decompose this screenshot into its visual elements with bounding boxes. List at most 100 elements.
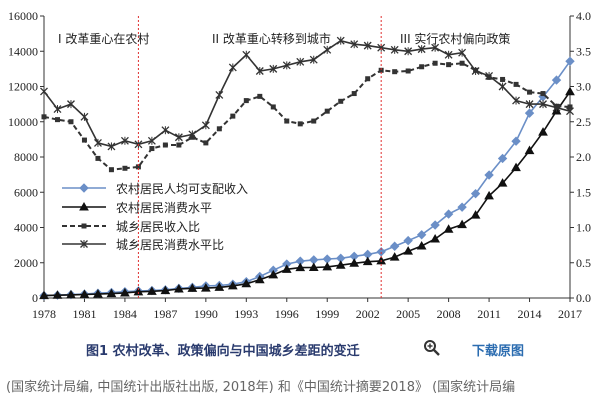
series-line xyxy=(43,60,571,297)
square-marker xyxy=(446,62,452,68)
y-left-tick-label: 8000 xyxy=(14,150,38,164)
square-marker xyxy=(365,76,371,82)
diamond-marker xyxy=(484,170,494,180)
diamond-marker xyxy=(470,188,481,199)
triangle-marker xyxy=(187,283,198,292)
square-marker xyxy=(500,76,506,82)
square-marker xyxy=(338,98,344,104)
x-tick-label: 2002 xyxy=(356,307,380,321)
square-marker xyxy=(243,98,249,104)
y-left-tick-label: 4000 xyxy=(14,221,38,235)
chart: 0 2000 4000 6000 8000 10000 12000 14000 16000 0.0… xyxy=(8,9,591,321)
x-tick-label: 1999 xyxy=(315,307,339,321)
square-marker xyxy=(230,113,236,119)
chart-overlays: I 改革重心在农村 II 改革重心转移到城市 III 实行农村偏向政策 xyxy=(58,16,510,298)
diamond-marker xyxy=(389,241,400,251)
triangle-marker xyxy=(241,278,252,288)
legend-label: 农村居民人均可支配收入 xyxy=(116,182,248,196)
y-left-tick-label: 2000 xyxy=(14,256,38,270)
triangle-marker xyxy=(160,285,171,295)
triangle-marker xyxy=(524,145,535,155)
chart-axes: 0 2000 4000 6000 8000 10000 12000 14000 16000 0.0… xyxy=(8,9,591,321)
square-marker xyxy=(68,119,74,125)
series-3 xyxy=(41,60,573,173)
series-line xyxy=(43,91,571,297)
diamond-marker xyxy=(416,230,427,240)
y-right-tick-label: 2.5 xyxy=(576,115,591,129)
y-right-tick-label: 4.0 xyxy=(576,9,591,23)
square-marker xyxy=(108,167,114,173)
triangle-marker xyxy=(66,289,76,299)
legend-label: 城乡居民消费水平比 xyxy=(116,238,224,252)
triangle-marker xyxy=(538,127,548,136)
y-left-tick-label: 12000 xyxy=(8,80,38,94)
square-marker xyxy=(459,60,465,66)
y-left-tick-label: 6000 xyxy=(14,185,38,199)
square-marker xyxy=(270,104,276,110)
triangle-marker xyxy=(308,262,319,272)
series-1 xyxy=(39,56,575,301)
period-annotation: III 实行农村偏向政策 xyxy=(400,31,510,46)
square-marker xyxy=(216,126,222,132)
triangle-marker xyxy=(214,282,225,291)
square-marker xyxy=(432,60,438,66)
square-marker xyxy=(162,142,168,148)
triangle-marker xyxy=(268,269,279,279)
square-marker xyxy=(81,137,87,143)
x-tick-label: 2005 xyxy=(396,307,420,321)
square-marker xyxy=(176,142,182,148)
triangle-marker xyxy=(335,260,346,269)
triangle-marker xyxy=(79,201,89,211)
x-tick-label: 2011 xyxy=(477,307,501,321)
square-marker xyxy=(284,118,290,124)
triangle-marker xyxy=(389,252,400,261)
square-marker xyxy=(540,91,546,97)
square-marker xyxy=(41,114,47,120)
y-left-tick-label: 0 xyxy=(32,291,38,305)
triangle-marker xyxy=(362,256,373,266)
y-right-tick-label: 2.0 xyxy=(576,150,591,164)
diamond-marker xyxy=(565,56,575,66)
download-original-link[interactable]: 下载原图 xyxy=(472,344,525,359)
triangle-marker xyxy=(120,287,130,297)
magnify-icon[interactable] xyxy=(423,339,441,357)
square-marker xyxy=(135,164,141,170)
diamond-marker xyxy=(376,247,386,257)
x-tick-label: 1990 xyxy=(194,307,218,321)
square-marker xyxy=(392,69,398,75)
series-2 xyxy=(39,86,575,300)
triangle-marker xyxy=(403,246,414,255)
square-marker xyxy=(351,91,357,97)
caption-title: 图1 农村改革、政策偏向与中国城乡差距的变迁 xyxy=(86,344,360,359)
y-right-tick-label: 3.5 xyxy=(576,44,591,58)
diamond-marker xyxy=(511,136,521,146)
diamond-marker xyxy=(430,220,440,230)
legend-label: 城乡居民收入比 xyxy=(116,220,200,234)
y-left-tick-label: 16000 xyxy=(8,9,38,23)
source-note: (国家统计局编, 中国统计出版社出版, 2018年) 和《中国统计摘要2018》… xyxy=(6,380,516,395)
series-4 xyxy=(40,36,574,151)
triangle-marker xyxy=(295,262,306,272)
triangle-marker xyxy=(39,290,49,300)
triangle-marker xyxy=(565,86,575,96)
square-marker xyxy=(513,81,519,87)
triangle-marker xyxy=(443,224,454,233)
triangle-marker xyxy=(484,190,494,200)
triangle-marker xyxy=(457,219,467,229)
diamond-marker xyxy=(551,75,562,85)
diamond-marker xyxy=(443,209,454,219)
triangle-marker xyxy=(147,286,157,295)
y-right-tick-label: 1.5 xyxy=(576,185,591,199)
x-tick-label: 1987 xyxy=(153,307,177,321)
figure-caption: 图1 农村改革、政策偏向与中国城乡差距的变迁 下载原图 xyxy=(0,336,600,362)
triangle-marker xyxy=(106,288,117,298)
y-left-tick-label: 10000 xyxy=(8,115,38,129)
square-marker xyxy=(297,121,303,127)
triangle-marker xyxy=(430,234,440,243)
square-marker xyxy=(54,117,60,123)
y-left-tick-label: 14000 xyxy=(8,44,38,58)
chart-plot xyxy=(39,36,575,301)
square-marker xyxy=(257,93,263,99)
x-tick-label: 1996 xyxy=(275,307,299,321)
